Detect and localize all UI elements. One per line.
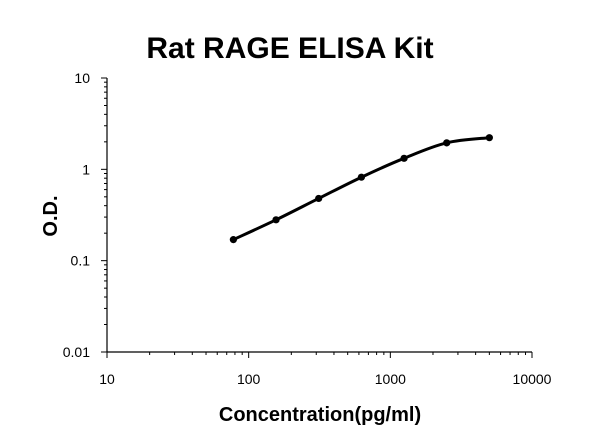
x-axis-label: Concentration(pg/ml)	[219, 404, 421, 426]
data-point	[272, 216, 280, 224]
data-point	[400, 154, 408, 162]
y-tick-label: 0.1	[71, 253, 91, 269]
x-tick-label: 1000	[375, 371, 406, 387]
y-tick-label: 0.01	[63, 344, 90, 360]
x-tick-label: 100	[237, 371, 261, 387]
data-point	[443, 139, 451, 147]
y-axis-ticks: 0.01 0.1 1 10	[63, 70, 107, 360]
y-axis-label: O.D.	[40, 195, 62, 236]
x-axis-ticks: 10 100 1000 10000	[99, 352, 552, 387]
x-tick-label: 10	[99, 371, 115, 387]
series-line	[231, 136, 491, 242]
data-point	[485, 134, 493, 142]
data-points	[229, 134, 493, 244]
y-tick-label: 1	[82, 161, 90, 177]
y-tick-label: 10	[74, 70, 90, 86]
chart-title: Rat RAGE ELISA Kit	[146, 32, 433, 65]
axes	[106, 78, 532, 353]
data-point	[357, 173, 366, 181]
data-point	[229, 236, 237, 244]
data-point	[315, 194, 323, 203]
x-tick-label: 10000	[513, 371, 552, 387]
